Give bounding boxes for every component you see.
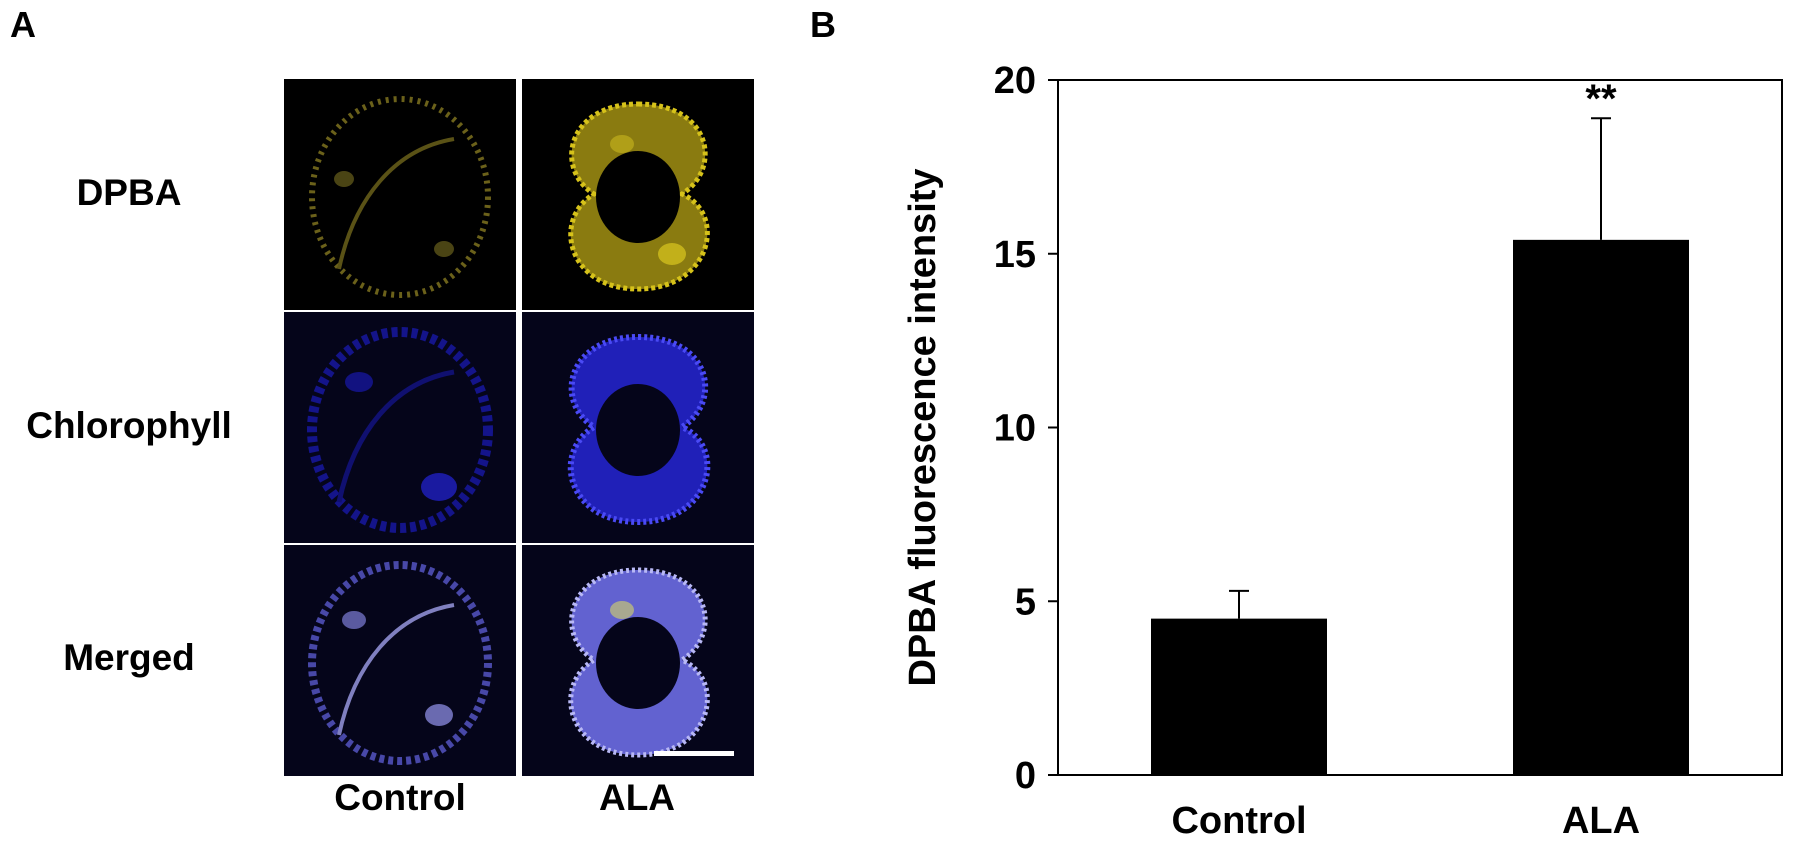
control-merged-cell-image [308, 561, 492, 765]
ala-merged-cell-image [568, 567, 734, 758]
row-label-chlorophyll: Chlorophyll [26, 405, 232, 446]
y-tick-label: 0 [1015, 755, 1036, 797]
micrograph-ala-chlorophyll [522, 312, 754, 543]
bar-chart: 0 5 10 15 20 DPBA fluorescence intensity Contr… [902, 60, 1783, 840]
y-tick-label: 10 [994, 408, 1036, 450]
col-label-ala: ALA [598, 777, 676, 818]
micrograph-control-chlorophyll [284, 312, 516, 543]
y-tick-label: 20 [994, 60, 1036, 102]
x-tick-label-ala: ALA [1562, 800, 1640, 840]
ala-chlorophyll-cell-image [567, 333, 711, 526]
micrograph-ala-dpba [522, 79, 754, 310]
y-tick-label: 5 [1015, 581, 1036, 623]
y-tick-label: 15 [994, 234, 1036, 276]
bar-ala [1513, 239, 1689, 776]
bar-control [1151, 618, 1327, 775]
micrograph-control-merged [284, 545, 516, 776]
y-axis-label: DPBA fluorescence intensity [902, 168, 944, 686]
microscopy-image-grid [284, 79, 754, 776]
col-label-control: Control [334, 777, 466, 818]
control-dpba-cell-image [309, 96, 491, 298]
panel-b-letter: B [810, 4, 836, 45]
scale-bar [654, 751, 734, 756]
micrograph-control-dpba [284, 79, 516, 310]
row-label-merged: Merged [63, 637, 195, 678]
micrograph-ala-merged [522, 545, 754, 776]
panel-a-letter: A [10, 4, 36, 45]
significance-marker: ** [1585, 77, 1617, 121]
row-label-dpba: DPBA [76, 172, 182, 213]
ala-dpba-cell-image [568, 101, 710, 292]
x-tick-label-control: Control [1171, 800, 1306, 840]
control-chlorophyll-cell-image [307, 327, 493, 533]
